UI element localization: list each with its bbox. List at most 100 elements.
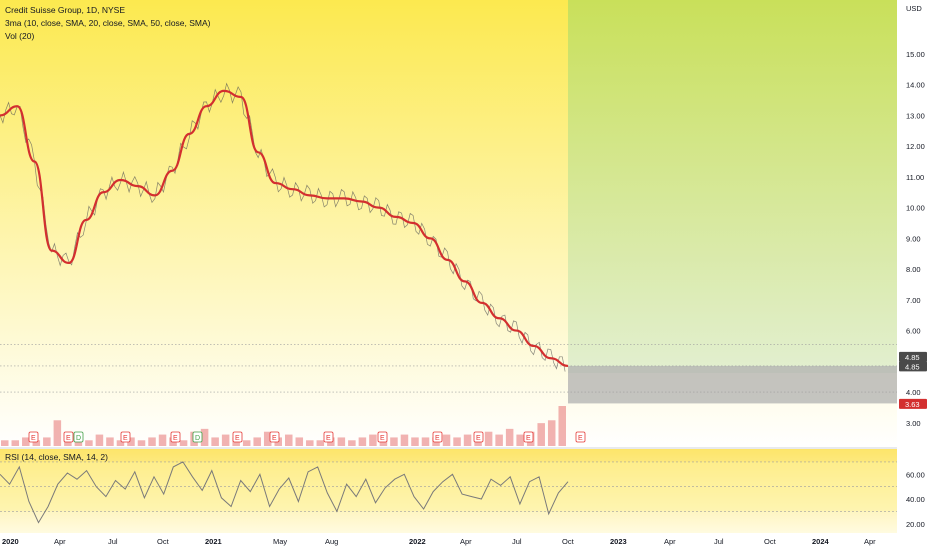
- earnings-marker-label: E: [31, 435, 36, 442]
- earnings-marker-label: D: [76, 435, 81, 442]
- time-tick-label: 2024: [812, 537, 830, 546]
- earnings-marker[interactable]: [377, 431, 388, 443]
- volume-bar: [11, 440, 20, 446]
- time-tick-label: Apr: [54, 537, 66, 546]
- volume-bar: [1, 440, 9, 446]
- price-tick-label: 13.00: [906, 111, 925, 120]
- volume-bar: [442, 434, 451, 446]
- earnings-marker-label: E: [235, 435, 240, 442]
- earnings-marker[interactable]: [575, 431, 586, 443]
- volume-bar: [306, 440, 314, 446]
- time-tick-label: Oct: [157, 537, 170, 546]
- volume-bar: [421, 437, 430, 446]
- volume-bar: [106, 437, 114, 446]
- volume-bar: [179, 440, 188, 446]
- projection-area: [568, 0, 897, 373]
- volume-bar: [484, 431, 493, 446]
- price-label-text: 3.63: [905, 400, 920, 409]
- volume-bar: [400, 434, 409, 446]
- earnings-marker[interactable]: [232, 431, 243, 443]
- price-tick-label: 7.00: [906, 296, 921, 305]
- volume-bar: [200, 428, 209, 446]
- currency-label: USD: [906, 4, 922, 13]
- volume-bar: [537, 423, 545, 446]
- earnings-marker-label: E: [173, 435, 178, 442]
- time-tick-label: 2023: [610, 537, 627, 546]
- volume-bar: [558, 406, 566, 446]
- price-label-box: [899, 398, 927, 409]
- time-tick-label: Jul: [108, 537, 118, 546]
- earnings-marker[interactable]: [432, 431, 443, 443]
- price-tick-label: 8.00: [906, 265, 921, 274]
- time-tick-label: Apr: [460, 537, 472, 546]
- volume-bar: [411, 437, 419, 446]
- volume-bar: [127, 437, 135, 446]
- earnings-marker[interactable]: [170, 431, 181, 443]
- earnings-marker-label: E: [326, 435, 331, 442]
- volume-bar: [211, 437, 219, 446]
- earnings-marker-label: E: [526, 435, 531, 442]
- chart-legend: Credit Suisse Group, 1D, NYSE 3ma (10, c…: [5, 4, 211, 43]
- volume-bar: [348, 440, 356, 446]
- time-tick-label: May: [273, 537, 287, 546]
- time-tick-label: Jul: [714, 537, 724, 546]
- volume-indicator-label[interactable]: Vol (20): [5, 31, 35, 41]
- time-axis-background: [0, 533, 932, 550]
- earnings-marker-label: E: [380, 435, 385, 442]
- time-tick-label: 2020: [2, 537, 19, 546]
- volume-bar: [547, 420, 556, 446]
- price-label-text: 4.85: [905, 362, 920, 371]
- ma-line[interactable]: [0, 89, 569, 368]
- volume-bar: [32, 440, 41, 446]
- earnings-marker[interactable]: [323, 431, 334, 443]
- rsi-panel-background: [0, 449, 897, 533]
- volume-bar: [505, 428, 514, 446]
- earnings-marker[interactable]: [120, 431, 131, 443]
- rsi-tick-label: 20.00: [906, 520, 925, 529]
- ma-indicator-label[interactable]: 3ma (10, close, SMA, 20, close, SMA, 50,…: [5, 18, 211, 28]
- volume-bar: [453, 437, 461, 446]
- volume-bar: [43, 437, 51, 446]
- earnings-marker[interactable]: [192, 431, 203, 443]
- price-tick-label: 6.00: [906, 327, 921, 336]
- price-label-box: [899, 361, 927, 372]
- earnings-marker[interactable]: [28, 431, 39, 443]
- earnings-marker[interactable]: [269, 431, 280, 443]
- earnings-marker[interactable]: [473, 431, 484, 443]
- time-tick-label: Aug: [325, 537, 338, 546]
- earnings-marker-label: E: [272, 435, 277, 442]
- price-tick-label: 14.00: [906, 81, 925, 90]
- time-tick-label: Oct: [562, 537, 575, 546]
- volume-bar: [158, 434, 167, 446]
- earnings-marker-label: E: [66, 435, 71, 442]
- volume-bar: [369, 434, 377, 446]
- rsi-line[interactable]: [0, 461, 569, 524]
- volume-bar: [221, 434, 230, 446]
- rsi-indicator-label[interactable]: RSI (14, close, SMA, 14, 2): [5, 452, 108, 462]
- price-axis-background: [897, 0, 932, 550]
- volume-bar: [22, 437, 30, 446]
- symbol-title[interactable]: Credit Suisse Group, 1D, NYSE: [5, 5, 125, 15]
- volume-bar: [53, 420, 62, 446]
- volume-bar: [95, 434, 104, 446]
- volume-bar: [116, 440, 125, 446]
- earnings-marker[interactable]: [63, 431, 74, 443]
- price-tick-label: 9.00: [906, 234, 921, 243]
- earnings-marker-label: E: [476, 435, 481, 442]
- earnings-marker-label: E: [123, 435, 128, 442]
- volume-bar: [358, 437, 367, 446]
- price-tick-label: 15.00: [906, 50, 925, 59]
- price-tick-label: 4.00: [906, 388, 921, 397]
- volume-bar: [390, 437, 398, 446]
- earnings-marker[interactable]: [73, 431, 84, 443]
- projection-zone: [568, 365, 897, 404]
- volume-bar: [285, 434, 293, 446]
- price-tick-label: 12.00: [906, 142, 925, 151]
- earnings-marker-label: D: [195, 435, 200, 442]
- earnings-marker-label: E: [578, 435, 583, 442]
- earnings-marker[interactable]: [523, 431, 534, 443]
- price-label-text: 4.85: [905, 353, 920, 362]
- volume-bar: [516, 434, 524, 446]
